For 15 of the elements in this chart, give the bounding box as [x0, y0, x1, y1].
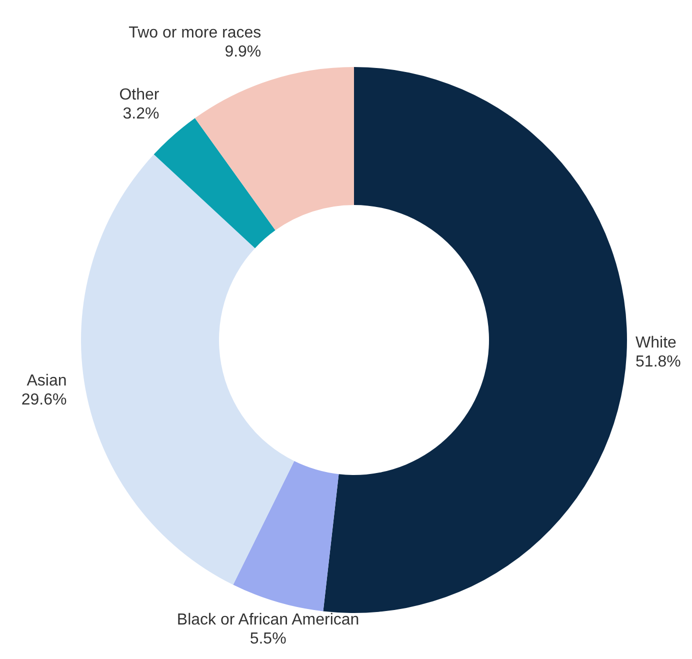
- slice-label: Black or African American: [176, 612, 360, 629]
- data-label: 51.8%: [636, 353, 681, 370]
- donut-slice: [233, 461, 339, 612]
- data-label: 3.2%: [122, 106, 160, 123]
- slice-label: Two or more races: [128, 24, 262, 42]
- donut-slice: [154, 118, 276, 248]
- donut-slice: [323, 67, 627, 613]
- data-label: 29.6%: [21, 392, 67, 409]
- slice-label: White: [636, 334, 677, 352]
- donut-slice: [194, 67, 354, 230]
- slice-label: Other: [119, 86, 160, 104]
- donut-slice: [81, 154, 294, 585]
- data-label: 9.9%: [224, 44, 262, 61]
- slice-label: Asian: [26, 372, 67, 390]
- data-label: 5.5%: [250, 630, 286, 648]
